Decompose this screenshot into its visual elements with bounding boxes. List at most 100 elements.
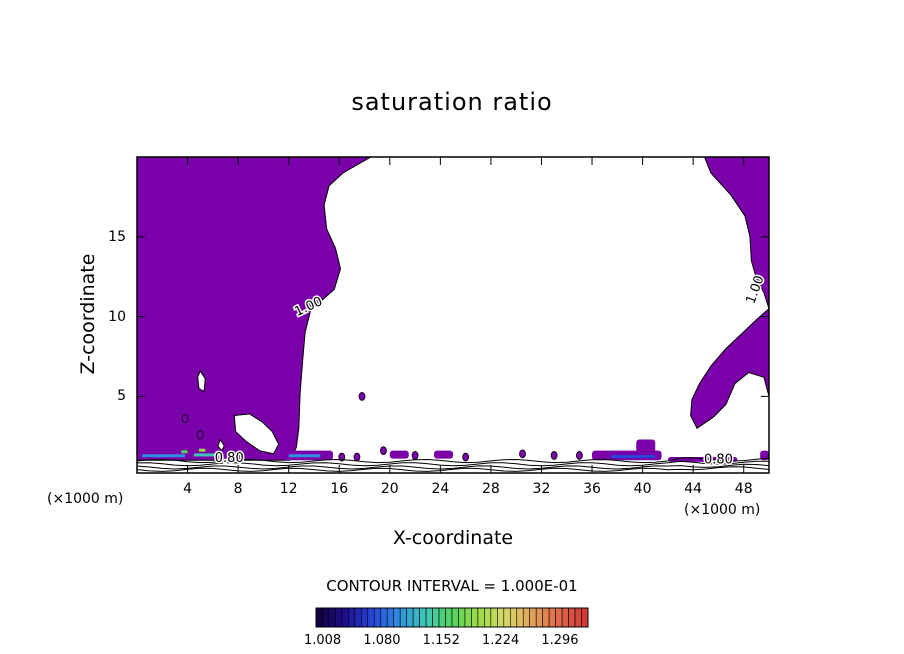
x-tick-label: 32 [532, 481, 551, 497]
x-tick-label: 24 [431, 481, 450, 497]
colorbar-cell-14 [406, 607, 414, 628]
axis-tick-marks [137, 157, 769, 473]
band-streak-0 [142, 454, 186, 458]
colorbar-cell-5 [348, 607, 356, 628]
band-dot-4 [462, 452, 470, 462]
band-blob-4 [434, 450, 453, 459]
contour-line-1 [137, 460, 769, 467]
colorbar-cell-1 [322, 607, 330, 628]
colorbar-tick-label: 1.080 [363, 633, 401, 648]
y-tick-label: 10 [108, 308, 126, 325]
band-dot-5 [519, 449, 526, 459]
x-tick-label: 44 [684, 481, 703, 497]
colorbar-cell-27 [490, 607, 498, 628]
contour-interval-label: CONTOUR INTERVAL = 1.000E-01 [326, 577, 578, 595]
colorbar-cell-22 [458, 607, 466, 628]
x-unit-label-left: (×1000 m) [47, 491, 124, 507]
x-tick-label: 40 [633, 481, 652, 497]
band-dot-2 [380, 446, 387, 456]
colorbar-cell-6 [354, 607, 362, 628]
x-unit-label-right: (×1000 m) [684, 502, 761, 518]
colorbar-cell-30 [509, 607, 518, 628]
plot-frame [136, 156, 770, 474]
x-tick-label: 48 [734, 481, 753, 497]
y-tick-label: 5 [117, 388, 126, 405]
colorbar-cell-11 [386, 607, 395, 628]
colorbar-tick-label: 1.008 [303, 633, 342, 648]
band-dot-7 [576, 451, 583, 460]
contour-label-3: 0.80 [704, 452, 733, 467]
supersaturated-region-left [137, 157, 372, 461]
band-blob-6 [636, 439, 656, 458]
band-dot-9 [181, 414, 189, 424]
colorbar-cell-26 [484, 607, 492, 628]
band-blob-3 [389, 450, 409, 459]
colorbar-cell-29 [503, 607, 511, 628]
colorbar-cell-17 [425, 607, 433, 628]
band-dot-10 [358, 391, 366, 401]
band-streak-4 [198, 448, 206, 452]
colorbar-cell-37 [555, 607, 563, 628]
band-dot-0 [338, 452, 346, 462]
colorbar-cell-12 [393, 607, 401, 628]
colorbar-cell-10 [380, 607, 388, 628]
colorbar-cell-9 [373, 607, 382, 628]
subsaturated-holes [197, 369, 280, 455]
colorbar-cell-25 [477, 607, 485, 628]
colorbar-cell-7 [361, 607, 369, 628]
colorbar-cell-15 [412, 607, 420, 628]
band-dot-6 [550, 451, 558, 460]
x-tick-label: 36 [583, 481, 601, 497]
x-tick-label: 8 [233, 481, 243, 497]
band-streak-3 [611, 455, 656, 459]
colorbar-cell-24 [471, 607, 479, 628]
colorbar-cell-32 [522, 607, 531, 628]
band-streak-1 [193, 453, 223, 457]
contour-line-0 [137, 457, 769, 464]
contour-line-2 [137, 463, 769, 470]
band-dot-8 [196, 430, 204, 440]
colorbar-cell-20 [445, 607, 453, 628]
hole-0 [197, 369, 206, 393]
colorbar [315, 607, 589, 628]
supersaturated-region-right [690, 307, 769, 430]
colorbar-cell-39 [568, 607, 576, 628]
band-streak-2 [288, 454, 321, 458]
hole-1 [233, 413, 280, 455]
x-axis-label: X-coordinate [392, 527, 514, 549]
colorbar-cell-35 [542, 607, 550, 628]
y-tick-label: 15 [108, 228, 126, 245]
x-tick-label: 20 [380, 481, 399, 497]
colorbar-cell-31 [516, 607, 524, 628]
colorbar-cell-21 [451, 607, 459, 628]
band-dot-3 [411, 451, 419, 460]
colorbar-tick-label: 1.152 [422, 633, 460, 648]
supersaturated-region-top-right [703, 157, 769, 309]
colorbar-cell-2 [328, 607, 336, 628]
contour-line-3 [137, 466, 769, 472]
x-tick-label: 16 [330, 481, 349, 497]
colorbar-cell-23 [464, 607, 472, 628]
colorbar-cell-19 [438, 607, 446, 628]
colorbar-frame [315, 607, 589, 628]
colorbar-cell-38 [561, 607, 569, 628]
contour-lines [137, 457, 769, 472]
colorbar-cell-0 [315, 607, 323, 628]
x-tick-label: 12 [279, 481, 298, 497]
colorbar-cell-40 [574, 607, 582, 628]
colorbar-cell-33 [529, 607, 537, 628]
colorbar-cell-41 [581, 607, 589, 628]
colorbar-cell-18 [432, 607, 440, 628]
colorbar-cell-4 [341, 607, 349, 628]
colorbar-cell-34 [535, 607, 543, 628]
colorbar-cell-8 [367, 607, 375, 628]
x-tick-label: 28 [481, 481, 500, 497]
colorbar-cell-13 [399, 607, 407, 628]
x-tick-label: 4 [183, 481, 193, 497]
colorbar-cell-28 [497, 607, 505, 628]
band-streak-5 [181, 450, 188, 454]
band-dot-1 [353, 452, 361, 462]
contour-label-2: 0.80 [215, 451, 244, 466]
colorbar-cell-3 [335, 607, 343, 628]
